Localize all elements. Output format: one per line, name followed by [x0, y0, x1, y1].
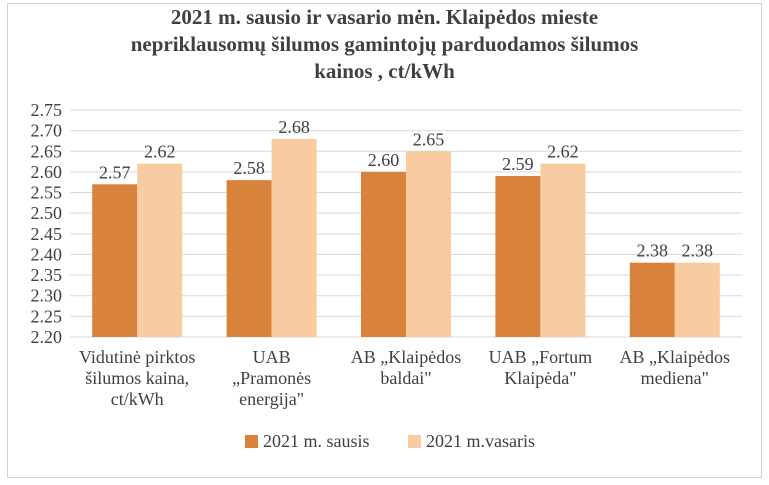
y-tick-label: 2.25: [31, 306, 63, 326]
y-tick-label: 2.50: [31, 203, 63, 223]
bar: [495, 176, 541, 337]
bar: [361, 171, 406, 337]
bar: [271, 138, 317, 337]
legend-swatch: [245, 435, 258, 448]
data-label: 2.38: [637, 241, 669, 261]
data-label: 2.38: [682, 241, 714, 261]
data-label: 2.68: [278, 117, 310, 137]
legend-label: 2021 m.vasaris: [426, 431, 535, 451]
bar: [540, 163, 586, 337]
y-tick-label: 2.60: [31, 162, 63, 182]
category-label: AB „Klaipėdos: [620, 347, 730, 367]
category-label: šilumos kaina,: [85, 368, 189, 388]
y-tick-label: 2.75: [31, 100, 63, 120]
category-label: Klaipėda": [504, 368, 576, 388]
y-tick-label: 2.45: [31, 224, 63, 244]
chart-title: 2021 m. sausio ir vasario mėn. Klaipėdos…: [130, 5, 639, 83]
category-label: Vidutinė pirktos: [79, 347, 195, 367]
bar: [92, 184, 138, 337]
y-tick-label: 2.30: [31, 286, 63, 306]
category-label: „Pramonės: [232, 368, 311, 388]
bar: [137, 163, 183, 337]
y-tick-label: 2.70: [31, 121, 63, 141]
legend-label: 2021 m. sausis: [263, 431, 370, 451]
category-label: baldai": [380, 368, 431, 388]
y-tick-label: 2.65: [31, 141, 63, 161]
category-label: AB „Klaipėdos: [351, 347, 461, 367]
bar: [629, 262, 675, 337]
category-label: ct/kWh: [111, 389, 164, 409]
bar: [674, 262, 720, 337]
data-label: 2.62: [547, 142, 579, 162]
data-label: 2.57: [99, 162, 131, 182]
category-label: UAB: [253, 347, 291, 367]
y-tick-label: 2.20: [31, 327, 63, 347]
bar: [406, 151, 451, 337]
bar: [226, 180, 272, 337]
y-tick-label: 2.35: [31, 265, 63, 285]
data-label: 2.58: [233, 158, 265, 178]
data-label: 2.62: [144, 142, 176, 162]
category-label: energija": [239, 389, 304, 409]
data-label: 2.60: [368, 150, 400, 170]
data-label: 2.65: [413, 129, 445, 149]
y-tick-label: 2.55: [31, 183, 63, 203]
y-tick-label: 2.40: [31, 244, 63, 264]
category-label: UAB „Fortum: [489, 347, 593, 367]
data-label: 2.59: [502, 154, 534, 174]
category-label: mediena": [641, 368, 709, 388]
legend-swatch: [408, 435, 421, 448]
